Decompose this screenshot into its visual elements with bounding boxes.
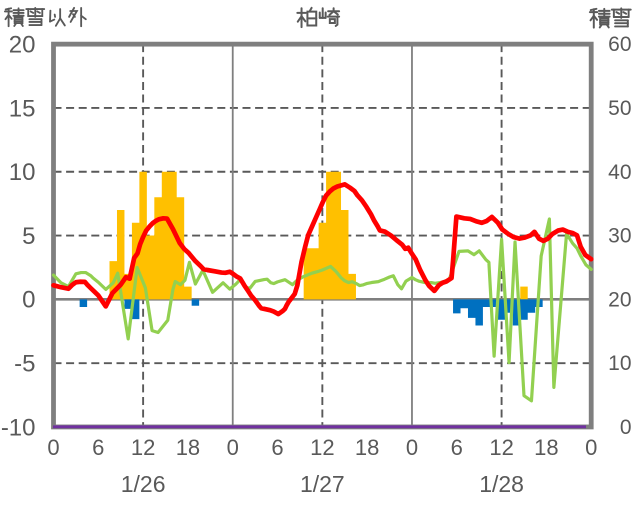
svg-text:20: 20 [9,31,36,58]
svg-text:0: 0 [22,287,35,314]
svg-text:0: 0 [585,435,597,460]
svg-text:0: 0 [620,416,632,439]
svg-text:12: 12 [310,435,334,460]
svg-text:-5: -5 [14,350,35,377]
svg-text:50: 50 [608,97,631,120]
svg-text:18: 18 [355,435,379,460]
svg-text:30: 30 [608,225,631,248]
svg-text:5: 5 [22,223,35,250]
svg-text:12: 12 [131,435,155,460]
svg-text:20: 20 [608,288,631,311]
svg-text:1/26: 1/26 [121,471,166,497]
svg-text:15: 15 [9,95,36,122]
svg-text:60: 60 [608,33,631,56]
svg-text:10: 10 [9,159,36,186]
svg-text:40: 40 [608,161,631,184]
svg-text:12: 12 [489,435,513,460]
svg-text:10: 10 [608,352,631,375]
svg-text:6: 6 [271,435,283,460]
svg-text:0: 0 [47,435,59,460]
svg-text:0: 0 [406,435,418,460]
svg-text:6: 6 [451,435,463,460]
svg-text:1/28: 1/28 [479,471,524,497]
svg-text:6: 6 [92,435,104,460]
svg-text:18: 18 [534,435,558,460]
svg-text:0: 0 [227,435,239,460]
svg-text:-10: -10 [1,414,36,441]
svg-text:18: 18 [176,435,200,460]
svg-text:1/27: 1/27 [300,471,345,497]
